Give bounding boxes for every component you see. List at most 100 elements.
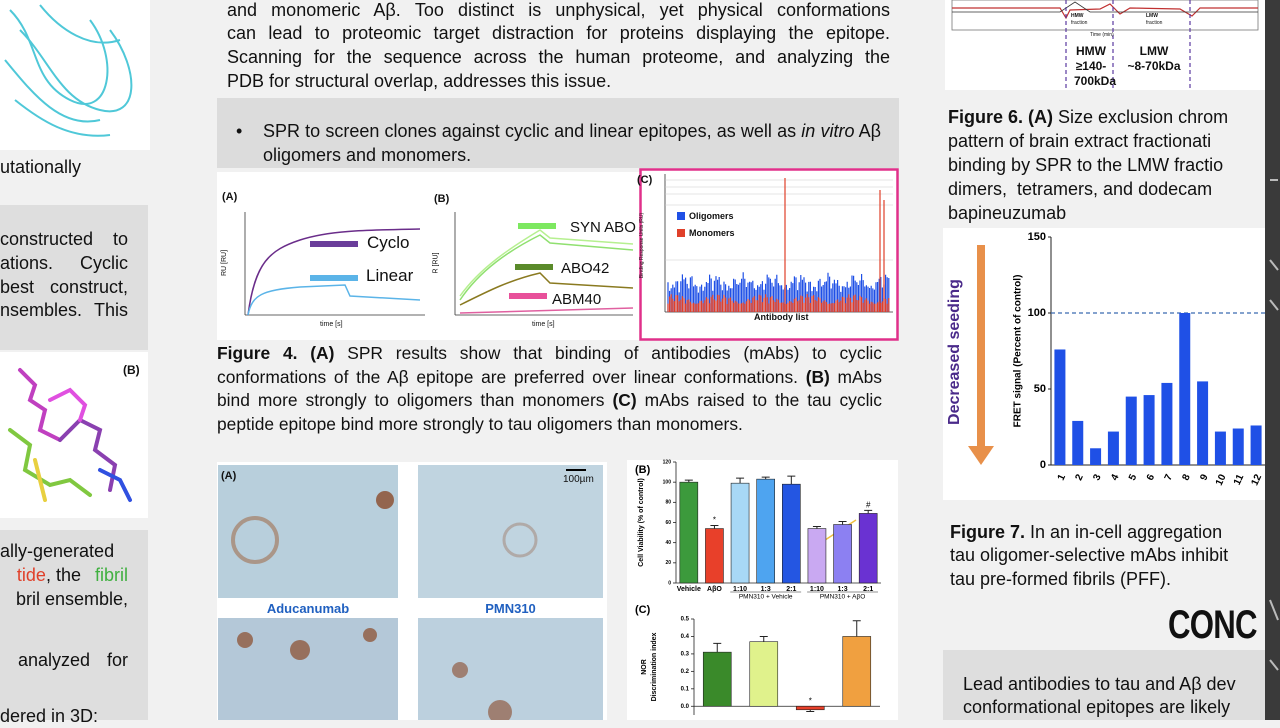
x-tick-label: 1 <box>1056 472 1069 482</box>
legend-label: ABO42 <box>561 260 610 277</box>
image-label: Aducanumab <box>266 601 350 616</box>
group-label: PMN310 + Vehicle <box>739 594 793 601</box>
x-tick-label: 7 <box>1163 472 1176 482</box>
y-tick-label: 150 <box>1028 231 1046 243</box>
bar <box>858 513 878 584</box>
panel-label: (B) <box>123 363 140 377</box>
error-bar <box>713 642 722 653</box>
bullet-box <box>217 98 899 168</box>
bar <box>1250 425 1262 465</box>
bar <box>1161 382 1173 465</box>
legend-label: ABM40 <box>552 291 602 308</box>
axis-label: R [RU] <box>432 252 440 274</box>
path-shape <box>19 29 133 113</box>
y-tick-label: 120 <box>663 459 672 465</box>
path-shape <box>33 458 47 502</box>
bar <box>756 478 775 584</box>
bar <box>1125 396 1137 465</box>
legend-label: Monomers <box>689 228 735 238</box>
rect-shape <box>218 465 398 598</box>
size-label: ~8-70kDa <box>1127 59 1181 73</box>
bar <box>679 481 699 584</box>
y-tick-label: 100 <box>1028 307 1046 319</box>
rect-shape <box>951 0 1259 31</box>
y-tick-label: 80 <box>665 500 671 506</box>
axis-label: Antibody list <box>754 312 809 322</box>
caption-line: tau pre-formed fibrils (PFF). <box>950 569 1172 589</box>
path-shape <box>14 99 111 137</box>
bar <box>705 528 724 584</box>
spr-grid <box>665 179 893 261</box>
y-tick-label: 20 <box>665 560 671 566</box>
text-segment: Figure 4. (A) <box>217 343 335 363</box>
path-shape <box>247 284 421 316</box>
y-axis-label: NOR <box>641 659 648 675</box>
y-tick-label: 40 <box>665 540 671 546</box>
bar <box>807 528 827 584</box>
rect-shape <box>418 618 603 720</box>
error-bar <box>759 635 768 642</box>
edge-strip <box>1265 0 1280 720</box>
x-tick-label: 2:1 <box>786 586 796 593</box>
noise-bars <box>667 294 890 312</box>
y-tick-label: 0.0 <box>681 704 690 710</box>
caption-line: dimers, tetramers, and dodecam <box>948 179 1213 199</box>
x-tick-label: Vehicle <box>677 586 701 593</box>
circle-shape <box>452 662 468 678</box>
chart-5c: 0.0 0.1 0.2 0.3 0.4 0.5 * NOR Discrimination ind… <box>635 604 880 715</box>
seeding-arrow-head <box>968 446 994 465</box>
y-tick-label: 100 <box>663 479 672 485</box>
bar <box>842 636 872 707</box>
bar <box>1214 431 1226 465</box>
text-segment: SPR results show that binding of antibod… <box>217 343 882 387</box>
axis-label: RU [RU] <box>221 249 229 277</box>
bar <box>1197 381 1209 465</box>
panel-label: (C) <box>637 174 653 186</box>
x-tick-label: 1:3 <box>838 586 848 593</box>
group-label: PMN310 + AβO <box>820 594 865 601</box>
ribbon <box>4 4 133 137</box>
caption-line: pattern of brain extract fractionati <box>948 131 1212 151</box>
error-bar <box>761 476 770 480</box>
figure4-caption: Figure 4. (A) SPR results show that bind… <box>217 342 882 437</box>
text-box <box>0 530 148 720</box>
significance-mark: # <box>866 501 871 510</box>
panel-label: (C) <box>635 604 651 616</box>
text-line: ally-generated <box>0 541 115 561</box>
bar <box>833 524 852 584</box>
x-tick-label: 4 <box>1109 472 1122 482</box>
panel-label: (A) <box>222 191 238 203</box>
edge-marks <box>1269 179 1279 671</box>
legend-swatch <box>677 229 685 237</box>
path-shape <box>247 228 421 316</box>
y-tick-label: 0 <box>668 580 671 586</box>
path-shape <box>952 3 1258 20</box>
legend-swatch <box>677 212 685 220</box>
text-segment: Aβ oligomers and monomers. <box>263 121 882 165</box>
error-bar <box>806 709 815 713</box>
caption-line: bapineuzumab <box>948 203 1067 223</box>
circle-shape <box>290 640 310 660</box>
legend-swatch <box>310 275 358 281</box>
path-shape <box>58 417 118 492</box>
bullet-text: SPR to screen clones against cyclic and … <box>263 119 881 167</box>
legend-label: Linear <box>366 266 414 285</box>
chart-5b: 0 20 40 60 80 100 120 Vehicle * AβO 1:10 1:3 2:1 1:10… <box>635 459 881 601</box>
text-segment: mAbs bind more strongly to oligomers tha… <box>217 366 882 411</box>
circle-shape <box>488 700 512 720</box>
text-segment: SPR to screen clones against cyclic and … <box>263 121 802 141</box>
text-segment: in vitro <box>801 121 855 141</box>
error-bar <box>812 526 821 529</box>
bar <box>1107 431 1119 465</box>
text-line: dered in 3D: <box>0 706 99 726</box>
fraction-label: fraction <box>1071 20 1088 26</box>
text: In an in-cell aggregation <box>1025 522 1223 542</box>
significance-mark: * <box>809 696 812 705</box>
y-tick-label: 0.5 <box>681 617 690 623</box>
legend-label: Oligomers <box>689 211 734 221</box>
legend-label: Cyclo <box>367 233 410 252</box>
y-tick-label: 0.2 <box>681 669 690 675</box>
sec-trace <box>951 0 1259 31</box>
